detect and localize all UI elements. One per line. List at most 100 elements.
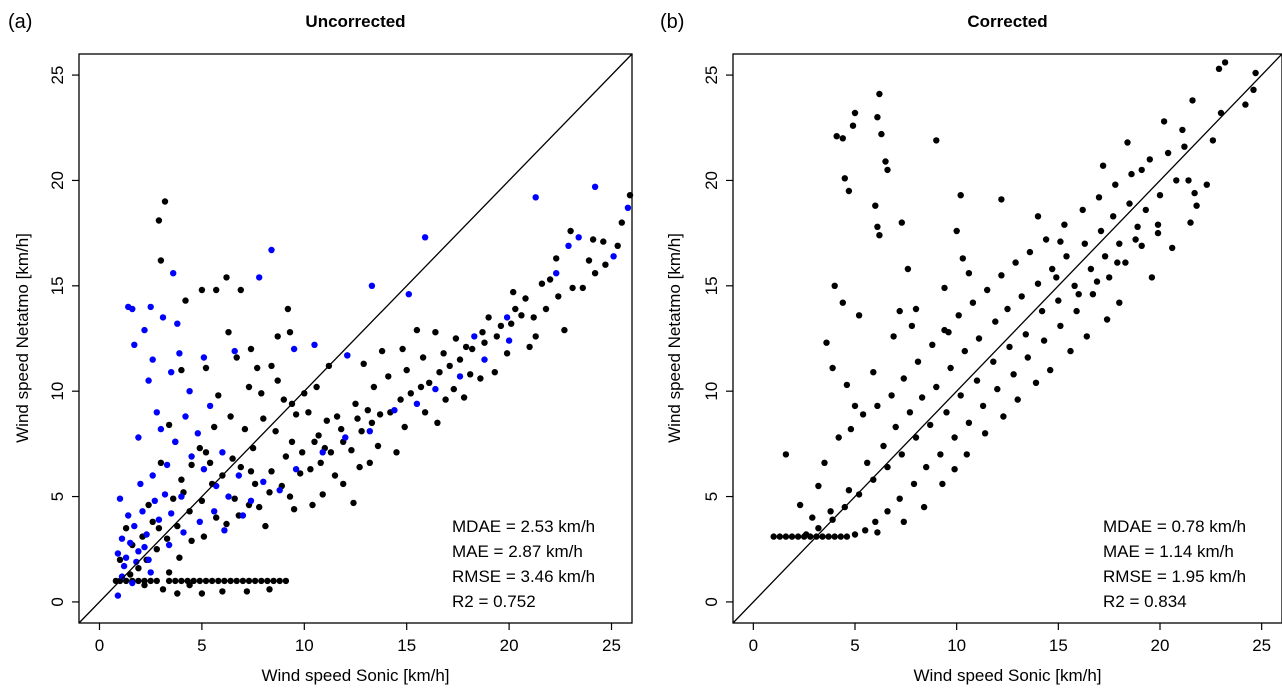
data-point: [368, 282, 376, 289]
data-point: [1079, 206, 1086, 214]
data-point: [366, 459, 373, 466]
x-tick-label: 10: [947, 636, 966, 655]
data-point: [194, 430, 201, 437]
data-point: [450, 385, 457, 393]
data-point: [176, 554, 183, 561]
data-point: [413, 326, 421, 334]
data-point: [794, 533, 802, 540]
data-point: [1053, 274, 1060, 281]
data-point: [153, 409, 160, 416]
data-point: [626, 192, 634, 199]
data-point: [1022, 331, 1029, 338]
data-point: [161, 491, 169, 498]
data-point: [366, 428, 373, 435]
data-point: [503, 314, 511, 321]
data-point: [807, 533, 814, 540]
data-point: [258, 577, 265, 585]
data-point: [963, 451, 970, 458]
data-point: [174, 522, 181, 530]
data-point: [1217, 109, 1225, 117]
x-tick-label: 20: [500, 636, 519, 655]
data-point: [1063, 253, 1070, 260]
data-point: [186, 388, 193, 395]
data-point: [440, 350, 447, 357]
data-point: [157, 459, 165, 466]
data-point: [368, 419, 376, 426]
data-point: [1055, 297, 1062, 304]
data-point: [1018, 293, 1025, 300]
data-point: [135, 577, 142, 585]
x-tick-label: 15: [1049, 636, 1068, 655]
data-point: [206, 402, 214, 410]
data-point: [260, 478, 267, 485]
data-point: [1124, 139, 1131, 146]
data-point: [906, 409, 914, 416]
stat-r2-a: R2 = 0.752: [452, 592, 536, 611]
data-point: [1189, 97, 1196, 104]
data-point: [1173, 177, 1180, 184]
data-point: [260, 415, 267, 422]
data-point: [1067, 347, 1074, 355]
data-point: [505, 337, 513, 344]
data-point: [485, 314, 492, 321]
data-point: [998, 196, 1005, 203]
y-axis-b: 0 5 10 15 20 25: [702, 66, 733, 607]
data-point: [391, 407, 398, 414]
data-point: [849, 122, 857, 129]
data-point: [770, 533, 777, 540]
data-point: [1089, 291, 1097, 298]
data-point: [872, 518, 879, 525]
data-point: [270, 577, 277, 585]
data-point: [333, 413, 341, 420]
data-point: [313, 383, 320, 391]
data-point: [237, 463, 244, 471]
data-point: [555, 293, 562, 300]
x-axis-title-b: Wind speed Sonic [km/h]: [913, 666, 1101, 685]
data-point: [819, 533, 826, 540]
data-point: [522, 295, 529, 302]
data-point: [1047, 366, 1054, 374]
data-point: [116, 556, 124, 563]
data-point: [122, 554, 130, 561]
data-point: [129, 305, 136, 313]
data-point: [215, 577, 222, 585]
data-point: [837, 533, 844, 540]
data-point: [393, 449, 400, 456]
data-point: [567, 227, 574, 235]
data-point: [251, 480, 259, 488]
identity-line-b: [732, 53, 1282, 624]
data-point: [796, 501, 804, 509]
data-point: [882, 158, 889, 165]
data-point: [1132, 236, 1139, 243]
data-point: [961, 347, 968, 355]
data-point: [827, 508, 834, 515]
data-point: [957, 192, 964, 199]
data-point: [579, 284, 586, 292]
data-point: [1215, 65, 1223, 73]
data-point: [1087, 265, 1095, 273]
data-point: [959, 255, 966, 262]
data-point: [118, 573, 126, 580]
data-point: [225, 329, 232, 336]
data-point: [198, 286, 206, 294]
data-point: [221, 527, 228, 534]
data-point: [898, 219, 905, 226]
data-point: [172, 577, 179, 585]
x-tick-label: 25: [602, 636, 621, 655]
data-point: [479, 329, 486, 336]
data-point: [1106, 274, 1113, 281]
data-point: [286, 329, 294, 336]
data-point: [374, 442, 382, 450]
data-point: [829, 364, 836, 372]
data-point: [823, 339, 830, 346]
panel-b: (b) Corrected Wind speed Netatmo [km/h] …: [660, 11, 1282, 685]
data-point: [247, 468, 255, 475]
stat-rmse-a: RMSE = 3.46 km/h: [452, 567, 595, 586]
stat-mae-b: MAE = 1.14 km/h: [1103, 542, 1234, 561]
data-point: [227, 413, 234, 420]
y-tick-label: 15: [48, 276, 67, 295]
data-point: [1000, 413, 1007, 420]
data-point: [825, 533, 832, 540]
data-point: [890, 333, 897, 340]
data-point: [340, 480, 347, 488]
